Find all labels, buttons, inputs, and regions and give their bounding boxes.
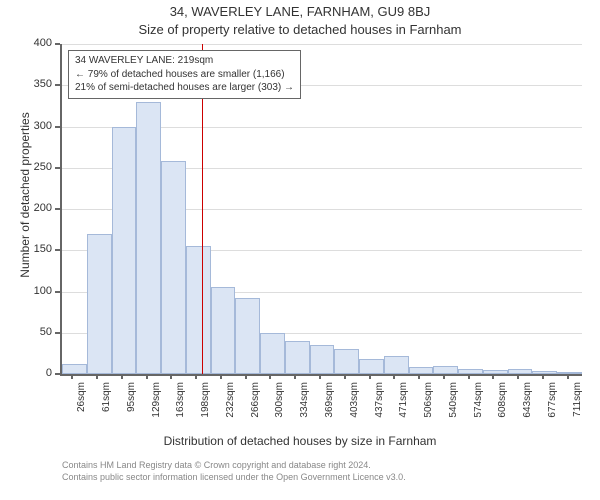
histogram-bar	[433, 366, 458, 374]
annotation-line: ← 79% of detached houses are smaller (1,…	[75, 68, 294, 82]
y-tick-label: 150	[22, 243, 52, 255]
x-tick-mark	[170, 374, 172, 379]
x-tick-label: 643sqm	[522, 382, 533, 432]
histogram-bar	[458, 369, 483, 374]
histogram-bar	[136, 102, 161, 374]
y-tick-mark	[55, 84, 60, 86]
histogram-bar	[508, 369, 533, 374]
histogram-bar	[285, 341, 310, 374]
chart-title-line2: Size of property relative to detached ho…	[0, 22, 600, 37]
histogram-bar	[483, 370, 508, 374]
x-tick-label: 334sqm	[299, 382, 310, 432]
histogram-bar	[384, 356, 409, 374]
x-tick-label: 266sqm	[250, 382, 261, 432]
x-tick-mark	[269, 374, 271, 379]
y-tick-label: 50	[22, 326, 52, 338]
chart-container: { "header": { "title1": "34, WAVERLEY LA…	[0, 0, 600, 500]
x-tick-label: 129sqm	[151, 382, 162, 432]
y-tick-label: 100	[22, 285, 52, 297]
histogram-bar	[186, 246, 211, 374]
x-tick-mark	[220, 374, 222, 379]
x-tick-mark	[146, 374, 148, 379]
x-tick-mark	[96, 374, 98, 379]
x-tick-label: 711sqm	[572, 382, 583, 432]
x-tick-mark	[567, 374, 569, 379]
x-tick-mark	[542, 374, 544, 379]
x-tick-label: 95sqm	[126, 382, 137, 432]
y-tick-mark	[55, 373, 60, 375]
x-tick-label: 163sqm	[175, 382, 186, 432]
histogram-bar	[161, 161, 186, 374]
x-tick-label: 232sqm	[225, 382, 236, 432]
histogram-bar	[260, 333, 285, 374]
x-tick-mark	[245, 374, 247, 379]
x-tick-mark	[492, 374, 494, 379]
x-tick-mark	[418, 374, 420, 379]
x-tick-label: 437sqm	[374, 382, 385, 432]
credits-line2: Contains public sector information licen…	[62, 472, 406, 484]
histogram-bar	[235, 298, 260, 374]
annotation-line: 34 WAVERLEY LANE: 219sqm	[75, 54, 294, 68]
x-tick-label: 26sqm	[76, 382, 87, 432]
x-tick-mark	[344, 374, 346, 379]
histogram-bar	[334, 349, 359, 374]
x-tick-mark	[195, 374, 197, 379]
y-tick-mark	[55, 208, 60, 210]
x-tick-mark	[121, 374, 123, 379]
y-tick-label: 350	[22, 78, 52, 90]
y-tick-mark	[55, 43, 60, 45]
x-tick-mark	[468, 374, 470, 379]
histogram-bar	[62, 364, 87, 374]
histogram-bar	[87, 234, 112, 374]
histogram-bar	[310, 345, 335, 374]
x-tick-label: 677sqm	[547, 382, 558, 432]
x-tick-mark	[71, 374, 73, 379]
x-tick-label: 61sqm	[101, 382, 112, 432]
gridline	[62, 44, 582, 45]
y-tick-mark	[55, 167, 60, 169]
x-tick-mark	[393, 374, 395, 379]
y-tick-label: 300	[22, 120, 52, 132]
y-tick-label: 200	[22, 202, 52, 214]
y-tick-label: 400	[22, 37, 52, 49]
x-tick-label: 369sqm	[324, 382, 335, 432]
x-tick-label: 540sqm	[448, 382, 459, 432]
annotation-box: 34 WAVERLEY LANE: 219sqm← 79% of detache…	[68, 50, 301, 99]
x-tick-mark	[369, 374, 371, 379]
y-tick-mark	[55, 332, 60, 334]
x-tick-label: 403sqm	[349, 382, 360, 432]
x-tick-mark	[517, 374, 519, 379]
x-tick-label: 198sqm	[200, 382, 211, 432]
histogram-bar	[211, 287, 236, 374]
x-tick-label: 506sqm	[423, 382, 434, 432]
x-tick-mark	[294, 374, 296, 379]
histogram-bar	[359, 359, 384, 374]
chart-title-line1: 34, WAVERLEY LANE, FARNHAM, GU9 8BJ	[0, 4, 600, 19]
histogram-bar	[112, 127, 137, 375]
x-tick-label: 574sqm	[473, 382, 484, 432]
annotation-line: 21% of semi-detached houses are larger (…	[75, 81, 294, 95]
x-tick-mark	[319, 374, 321, 379]
y-tick-mark	[55, 249, 60, 251]
y-tick-label: 250	[22, 161, 52, 173]
x-tick-mark	[443, 374, 445, 379]
x-tick-label: 300sqm	[274, 382, 285, 432]
y-tick-mark	[55, 126, 60, 128]
credits-line1: Contains HM Land Registry data © Crown c…	[62, 460, 406, 472]
histogram-bar	[532, 371, 557, 374]
histogram-bar	[409, 367, 434, 374]
y-tick-mark	[55, 291, 60, 293]
y-tick-label: 0	[22, 367, 52, 379]
x-tick-label: 471sqm	[398, 382, 409, 432]
x-tick-label: 608sqm	[497, 382, 508, 432]
x-axis-label: Distribution of detached houses by size …	[0, 434, 600, 448]
credits-text: Contains HM Land Registry data © Crown c…	[62, 460, 406, 483]
histogram-bar	[557, 372, 582, 374]
